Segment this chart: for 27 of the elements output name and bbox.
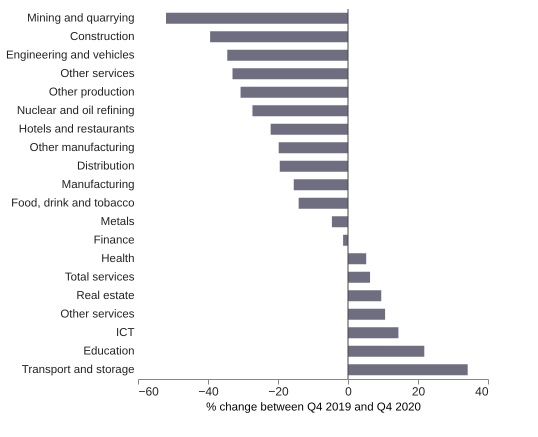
y-tick-label: Nuclear and oil refining [16,104,134,117]
y-tick-label: Other manufacturing [30,142,134,154]
x-tick-label: 40 [475,384,489,398]
y-tick-label: Mining and quarrying [27,12,134,24]
y-tick-label: Hotels and restaurants [18,123,135,136]
x-axis-title: % change between Q4 2019 and Q4 2020 [206,402,421,414]
y-tick-label: Other services [60,308,135,320]
x-tick-label: −40 [198,384,219,398]
x-tick-label: −20 [268,384,289,398]
y-tick-label: Food, drink and tobacco [11,197,134,210]
y-tick-label: Education [83,345,134,358]
y-tick-label: Manufacturing [62,178,134,191]
y-tick-label: ICT [116,326,134,339]
y-tick-label: Metals [100,216,135,228]
y-tick-label: Other services [60,68,135,80]
x-tick-label: 20 [412,384,426,398]
y-tick-label: Engineering and vehicles [6,49,135,62]
y-tick-label: Total services [64,271,135,284]
x-tick-label: 0 [345,384,352,398]
y-tick-label: Transport and storage [22,364,134,376]
y-tick-label: Distribution [76,160,134,172]
y-tick-label: Construction [70,30,134,43]
y-tick-label: Real estate [76,290,134,302]
y-tick-label: Other production [48,86,134,98]
y-tick-label: Finance [94,234,134,246]
y-tick-label: Health [101,252,134,265]
x-tick-label: −60 [138,384,160,398]
